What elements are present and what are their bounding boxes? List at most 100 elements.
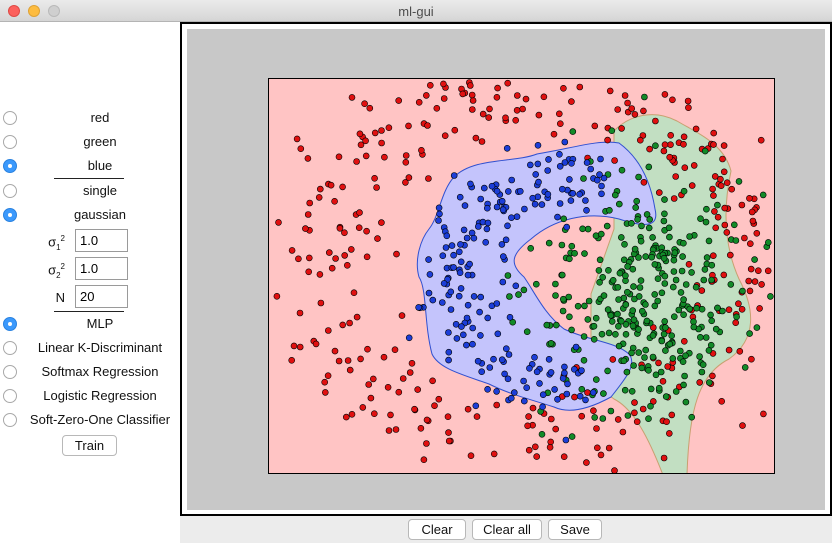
green-point xyxy=(634,216,641,223)
green-point xyxy=(698,305,706,313)
red-point xyxy=(655,189,663,196)
classifier-option-logistic-regression[interactable]: Logistic Regression xyxy=(0,386,180,406)
blue-point xyxy=(503,345,510,353)
green-point xyxy=(649,332,657,339)
red-point xyxy=(670,195,678,202)
green-point xyxy=(632,204,640,211)
green-point xyxy=(623,288,631,296)
dist-option-gaussian[interactable]: gaussian xyxy=(0,205,180,225)
maximize-window-button[interactable] xyxy=(48,5,60,17)
dist-option-single[interactable]: single xyxy=(0,181,180,201)
close-window-button[interactable] xyxy=(8,5,20,17)
class-option-green[interactable]: green xyxy=(0,132,180,152)
red-point xyxy=(493,93,501,101)
radio-blue[interactable] xyxy=(3,159,17,173)
red-point xyxy=(721,221,729,229)
clear-button[interactable]: Clear xyxy=(408,519,466,540)
green-point xyxy=(707,311,714,319)
red-point xyxy=(720,271,728,279)
n-input[interactable] xyxy=(75,285,128,308)
radio-logistic-regression[interactable] xyxy=(3,389,17,403)
red-point xyxy=(469,97,477,104)
radio-green[interactable] xyxy=(3,135,17,149)
red-point xyxy=(665,430,673,437)
red-point xyxy=(374,235,381,242)
plot-area[interactable] xyxy=(268,78,775,474)
red-point xyxy=(393,250,400,258)
green-point xyxy=(654,297,662,305)
classifier-option-mlp[interactable]: MLP xyxy=(0,314,180,334)
red-point xyxy=(680,337,688,345)
red-point xyxy=(275,219,282,226)
red-point xyxy=(552,425,560,433)
red-point xyxy=(749,217,757,225)
radio-single[interactable] xyxy=(3,184,17,198)
radio-gaussian[interactable] xyxy=(3,208,17,222)
red-point xyxy=(417,424,425,432)
red-point xyxy=(631,399,638,406)
red-point xyxy=(373,184,380,191)
classifier-option-soft-zero-one[interactable]: Soft-Zero-One Classifier xyxy=(0,410,180,430)
red-point xyxy=(611,467,618,473)
red-point xyxy=(732,319,740,326)
red-point xyxy=(435,395,443,403)
red-point xyxy=(633,418,641,426)
red-point xyxy=(370,375,377,383)
save-button[interactable]: Save xyxy=(548,519,602,540)
red-point xyxy=(745,277,753,285)
class-option-red[interactable]: red xyxy=(0,108,180,128)
green-point xyxy=(615,342,623,350)
classifier-option-linear-k-discriminant[interactable]: Linear K-Discriminant xyxy=(0,338,180,358)
red-point xyxy=(405,174,413,181)
green-point xyxy=(615,200,623,208)
sigma2-row: σ22 xyxy=(0,257,180,281)
green-point xyxy=(607,407,615,415)
minimize-window-button[interactable] xyxy=(28,5,40,17)
green-point xyxy=(598,330,606,338)
blue-point xyxy=(561,369,568,377)
red-point xyxy=(381,153,388,161)
blue-point xyxy=(569,190,577,197)
green-point xyxy=(527,245,535,252)
green-point xyxy=(515,291,522,298)
class-option-blue[interactable]: blue xyxy=(0,156,180,176)
sigma2-input[interactable] xyxy=(75,257,128,280)
blue-point xyxy=(477,195,484,203)
blue-point xyxy=(520,377,527,385)
radio-softmax-regression[interactable] xyxy=(3,365,17,379)
sigma1-input[interactable] xyxy=(75,229,128,252)
green-point xyxy=(621,241,628,248)
blue-point xyxy=(477,293,484,301)
red-point xyxy=(618,125,625,132)
red-point xyxy=(529,404,537,412)
train-button[interactable]: Train xyxy=(62,435,117,456)
green-point xyxy=(708,317,716,325)
green-point xyxy=(592,314,600,322)
green-point xyxy=(669,355,677,362)
red-point xyxy=(746,287,754,295)
red-point xyxy=(411,405,418,413)
blue-point xyxy=(568,160,575,167)
blue-point xyxy=(532,171,540,178)
green-point xyxy=(614,310,621,318)
radio-linear-k-discriminant[interactable] xyxy=(3,341,17,355)
red-point xyxy=(297,145,305,152)
red-point xyxy=(371,410,378,418)
red-point xyxy=(288,247,296,254)
green-point xyxy=(599,274,607,281)
green-point xyxy=(705,347,713,354)
red-point xyxy=(614,416,622,423)
blue-point xyxy=(539,391,547,399)
red-point xyxy=(405,122,412,130)
clear-all-button[interactable]: Clear all xyxy=(472,519,542,540)
red-point xyxy=(418,147,425,154)
classifier-option-softmax-regression[interactable]: Softmax Regression xyxy=(0,362,180,382)
red-point xyxy=(459,90,466,98)
radio-red[interactable] xyxy=(3,111,17,125)
red-point xyxy=(502,114,509,122)
radio-mlp[interactable] xyxy=(3,317,17,331)
drawing-canvas[interactable] xyxy=(180,22,832,516)
red-point xyxy=(343,413,350,421)
radio-soft-zero-one[interactable] xyxy=(3,413,17,427)
green-point xyxy=(746,330,753,337)
